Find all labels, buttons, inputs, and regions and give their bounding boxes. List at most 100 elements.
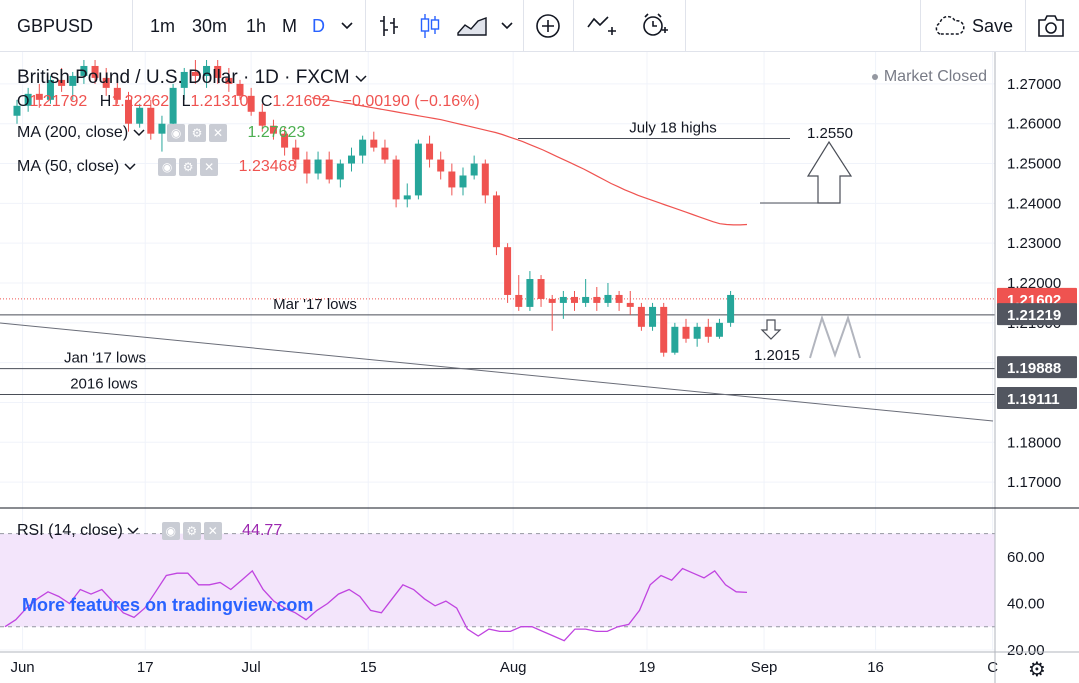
indicators-plus-icon[interactable] bbox=[535, 0, 561, 52]
rsi-tick-label: 40.00 bbox=[1007, 595, 1045, 612]
candle bbox=[448, 163, 456, 196]
candle-body bbox=[359, 139, 367, 156]
x-tick-label: C bbox=[987, 659, 998, 676]
candle bbox=[281, 127, 289, 156]
candle bbox=[336, 159, 344, 188]
candle-body bbox=[615, 294, 623, 303]
timeframe-D[interactable]: D bbox=[312, 15, 325, 36]
candle-body bbox=[593, 296, 601, 303]
candle-body bbox=[660, 306, 668, 353]
settings-gear-icon[interactable]: ⚙ bbox=[1028, 657, 1046, 681]
alert-icon[interactable] bbox=[640, 0, 670, 52]
candle bbox=[325, 151, 333, 184]
save-button[interactable]: Save bbox=[932, 0, 1013, 52]
candle-body bbox=[247, 95, 255, 112]
symbol-search[interactable]: GBPUSD bbox=[17, 15, 94, 36]
high-value: 1.22262 bbox=[111, 93, 170, 110]
timeframe-30m[interactable]: 30m bbox=[192, 15, 228, 36]
candle-body bbox=[515, 294, 523, 307]
price-tick-label: 1.18000 bbox=[1007, 434, 1061, 451]
level-label: July 18 highs bbox=[629, 119, 717, 136]
candle bbox=[671, 322, 679, 355]
snapshot-camera-icon[interactable] bbox=[1036, 0, 1066, 52]
tradingview-watermark[interactable]: More features on tradingview.com bbox=[22, 595, 314, 615]
candle bbox=[660, 302, 668, 357]
candle-body bbox=[269, 125, 277, 134]
down-arrow-icon bbox=[760, 319, 782, 340]
price-tick-label: 1.22000 bbox=[1007, 275, 1061, 292]
candle-body bbox=[571, 296, 578, 303]
timeframe-1m[interactable]: 1m bbox=[150, 15, 176, 36]
candles-style-icon[interactable] bbox=[418, 0, 442, 52]
eye-icon[interactable]: ◉ bbox=[167, 124, 186, 142]
gear-icon[interactable]: ⚙ bbox=[188, 124, 207, 142]
candle-body bbox=[693, 326, 701, 339]
candle bbox=[414, 139, 422, 200]
candle-body bbox=[704, 326, 712, 337]
candle bbox=[593, 286, 601, 311]
area-style-icon[interactable] bbox=[456, 0, 488, 52]
chevron-down-icon[interactable] bbox=[133, 129, 145, 137]
gear-icon[interactable]: ⚙ bbox=[182, 522, 201, 540]
candle bbox=[359, 135, 367, 164]
price-tick-label: 1.24000 bbox=[1007, 195, 1061, 212]
price-tick-label: 1.26000 bbox=[1007, 116, 1061, 133]
candle bbox=[515, 275, 523, 311]
timeframe-1h[interactable]: 1h bbox=[246, 15, 267, 36]
candle-body bbox=[381, 147, 389, 160]
candle bbox=[303, 151, 311, 184]
close-icon[interactable]: ✕ bbox=[209, 124, 228, 142]
chart-style-chevron-icon[interactable] bbox=[500, 0, 514, 52]
candle-body bbox=[537, 279, 545, 299]
gear-icon[interactable]: ⚙ bbox=[179, 158, 198, 176]
price-tick-label: 1.17000 bbox=[1007, 474, 1061, 491]
rsi-tick-label: 20.00 bbox=[1007, 642, 1045, 659]
candle bbox=[314, 151, 322, 180]
chart-title: British Pound / U.S. Dollar · 1D · FXCM bbox=[17, 67, 367, 89]
candle-body bbox=[582, 296, 590, 303]
timeframe-M[interactable]: M bbox=[282, 15, 297, 36]
price-tick-label: 1.25000 bbox=[1007, 156, 1061, 173]
candle bbox=[225, 67, 233, 92]
candle-body bbox=[169, 87, 177, 124]
rsi-legend: RSI (14, close) ◉ ⚙ ✕ 44.77 bbox=[17, 522, 282, 540]
candle bbox=[504, 243, 512, 303]
candle-body bbox=[448, 171, 456, 188]
candle bbox=[526, 271, 534, 311]
market-status: Market Closed bbox=[871, 68, 987, 86]
candle-body bbox=[504, 247, 512, 295]
toolbar-divider bbox=[573, 0, 574, 52]
candle-body bbox=[626, 302, 634, 307]
price-tick-label: 1.27000 bbox=[1007, 76, 1061, 93]
candle-body bbox=[24, 93, 32, 106]
price-chart[interactable]: July 18 highs Mar '17 lows Jan '17 lows 201… bbox=[0, 52, 1079, 683]
close-icon[interactable]: ✕ bbox=[200, 158, 219, 176]
market-status-text: Market Closed bbox=[883, 68, 987, 85]
candle bbox=[258, 103, 266, 132]
candle bbox=[649, 302, 657, 331]
candle bbox=[537, 275, 545, 307]
level-label: Mar '17 lows bbox=[273, 296, 357, 313]
candle-body bbox=[492, 195, 500, 248]
close-icon[interactable]: ✕ bbox=[203, 522, 222, 540]
candle-body bbox=[426, 143, 434, 160]
compare-icon[interactable] bbox=[586, 0, 618, 52]
candle-body bbox=[236, 83, 244, 96]
eye-icon[interactable]: ◉ bbox=[161, 522, 180, 540]
candle bbox=[392, 155, 400, 208]
bars-style-icon[interactable] bbox=[378, 0, 400, 52]
eye-icon[interactable]: ◉ bbox=[158, 158, 177, 176]
candle-body bbox=[314, 159, 322, 174]
candle-body bbox=[526, 279, 534, 307]
candle bbox=[559, 290, 567, 319]
candle bbox=[582, 279, 590, 307]
chevron-down-icon[interactable] bbox=[127, 527, 139, 535]
change-value: −0.00190 (−0.16%) bbox=[342, 93, 480, 110]
x-tick-label: Jun bbox=[10, 659, 34, 676]
timeframe-dropdown-chevron-icon[interactable] bbox=[340, 0, 354, 52]
chevron-down-icon[interactable] bbox=[124, 163, 136, 171]
chevron-down-icon[interactable] bbox=[355, 75, 367, 83]
ma50-value: 1.23468 bbox=[238, 158, 297, 176]
candle bbox=[35, 83, 43, 108]
candle bbox=[180, 67, 188, 100]
